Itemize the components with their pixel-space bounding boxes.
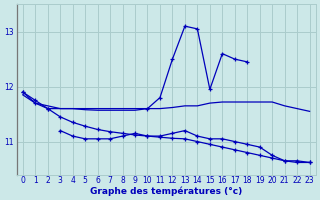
X-axis label: Graphe des températures (°c): Graphe des températures (°c) <box>90 186 242 196</box>
